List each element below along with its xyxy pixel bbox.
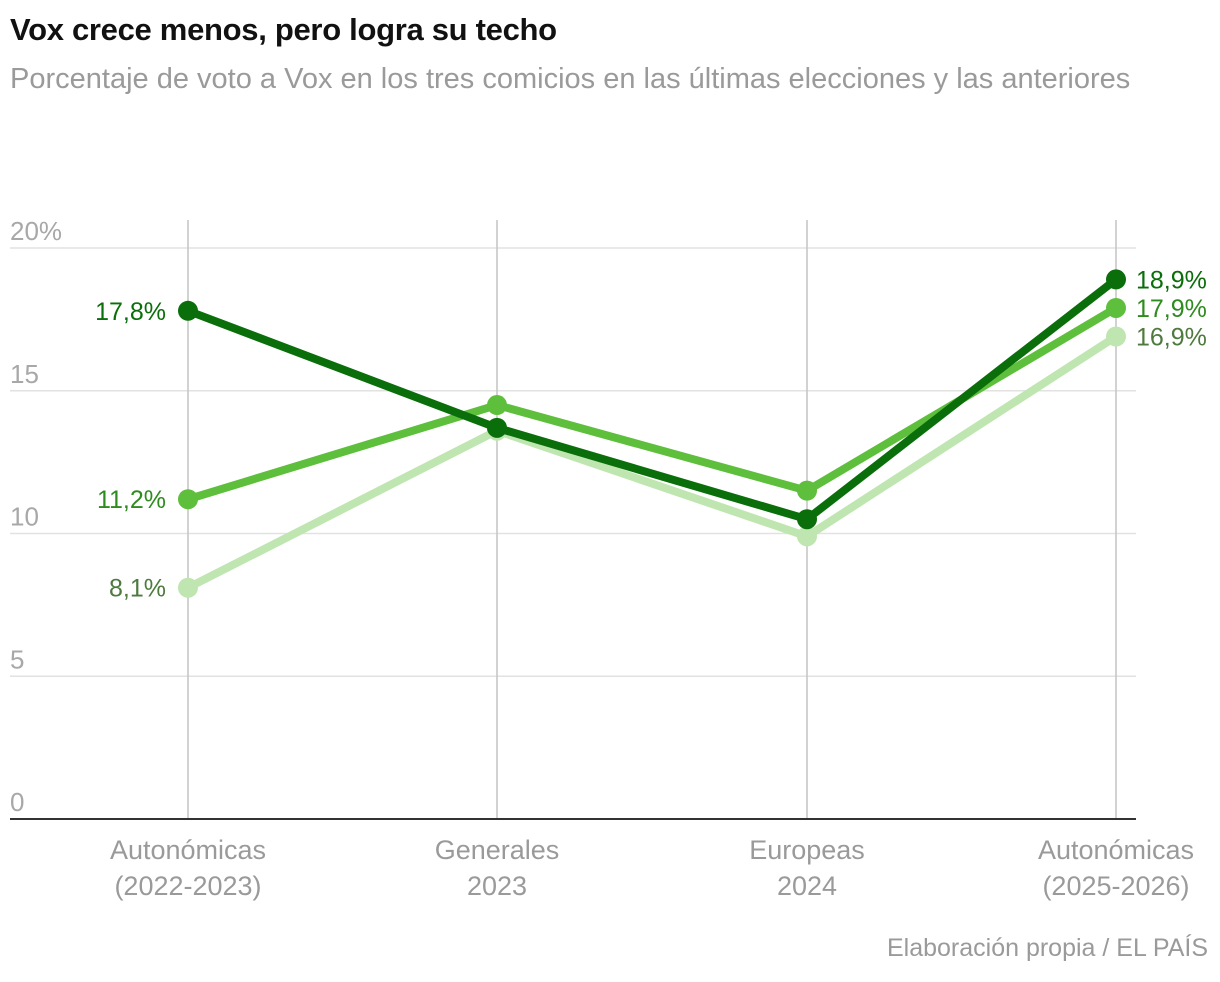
data-point-serie-oscura: [178, 300, 198, 321]
data-point-serie-clara: [178, 577, 198, 598]
x-category-label: Generales: [435, 835, 560, 865]
data-point-serie-clara: [797, 526, 817, 547]
y-tick-label: 15: [10, 359, 39, 389]
end-value-label: 17,9%: [1136, 295, 1207, 323]
x-category-label: (2022-2023): [114, 871, 261, 901]
data-point-serie-media: [797, 480, 817, 501]
chart-title: Vox crece menos, pero logra su techo: [10, 12, 557, 47]
data-point-serie-media: [487, 395, 507, 416]
data-point-serie-oscura: [487, 417, 507, 438]
x-category-label: Europeas: [749, 835, 865, 865]
start-value-label: 11,2%: [97, 486, 166, 514]
end-value-label: 16,9%: [1136, 324, 1207, 352]
data-point-serie-oscura: [1106, 269, 1126, 290]
data-point-serie-oscura: [797, 509, 817, 530]
x-category-label: Autonómicas: [110, 835, 266, 865]
data-point-serie-media: [1106, 297, 1126, 318]
y-tick-label: 5: [10, 644, 24, 674]
y-tick-label: 0: [10, 787, 24, 817]
x-category-label: (2025-2026): [1042, 871, 1189, 901]
y-tick-label: 20%: [10, 216, 62, 246]
end-value-label: 18,9%: [1136, 266, 1207, 294]
series-line-serie-clara: [184, 332, 1120, 592]
x-category-label: 2024: [777, 871, 837, 901]
start-value-label: 17,8%: [95, 298, 166, 326]
x-category-label: Autonómicas: [1038, 835, 1194, 865]
y-tick-label: 10: [10, 502, 39, 532]
source-credit: Elaboración propia / EL PAÍS: [886, 934, 1208, 962]
chart-subtitle: Porcentaje de voto a Vox en los tres com…: [10, 63, 1131, 95]
data-point-serie-clara: [1106, 326, 1126, 347]
data-point-serie-media: [178, 489, 198, 510]
series-line-serie-oscura: [184, 275, 1120, 524]
x-category-label: 2023: [467, 871, 527, 901]
start-value-label: 8,1%: [109, 575, 166, 603]
